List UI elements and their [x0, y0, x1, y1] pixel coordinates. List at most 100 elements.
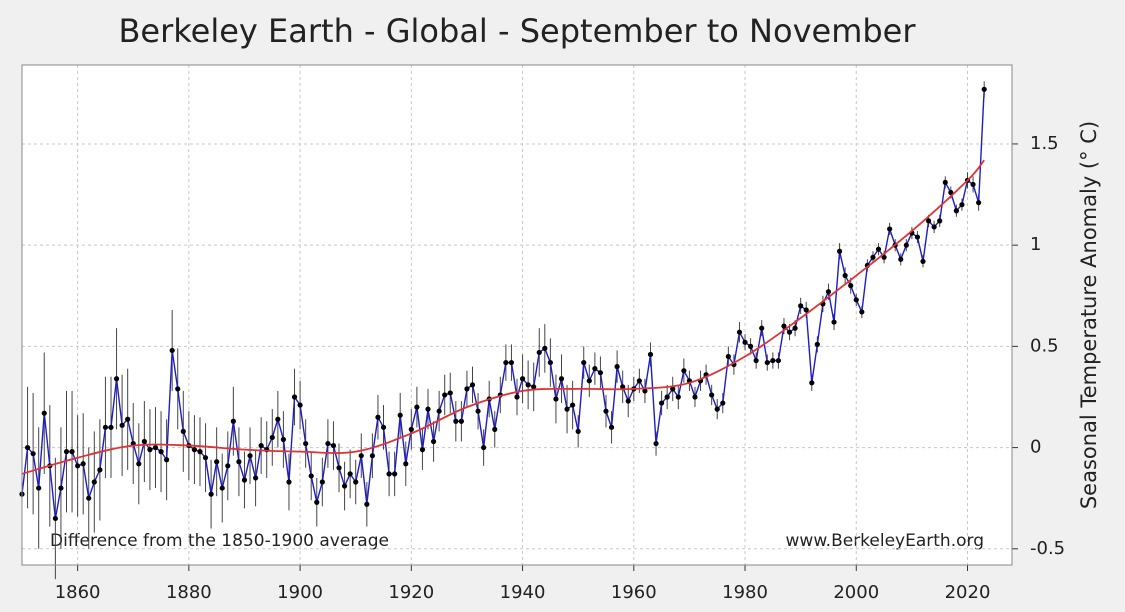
data-point: [531, 384, 537, 390]
data-point: [809, 380, 815, 386]
data-point: [453, 418, 459, 424]
data-point: [542, 345, 548, 352]
y-axis-label: Seasonal Temperature Anomaly (° C): [1077, 121, 1101, 509]
data-point: [786, 329, 793, 335]
x-tick-label: 2000: [833, 582, 879, 603]
data-point: [91, 479, 97, 485]
data-point: [859, 309, 865, 315]
data-point: [508, 359, 515, 366]
data-point: [353, 479, 359, 485]
data-point: [119, 422, 125, 428]
data-point: [825, 289, 832, 295]
data-point: [325, 440, 331, 447]
data-point: [870, 254, 876, 260]
x-tick-label: 2020: [945, 582, 991, 603]
data-point: [419, 447, 426, 453]
data-point: [169, 347, 175, 354]
data-point: [875, 246, 882, 252]
data-point: [792, 325, 798, 331]
data-point: [164, 457, 170, 463]
data-point: [925, 218, 932, 224]
data-point: [69, 449, 75, 455]
y-tick-label: 0.5: [1030, 335, 1059, 356]
data-point: [714, 406, 720, 412]
data-point: [341, 483, 348, 489]
annotation: www.BerkeleyEarth.org: [786, 531, 984, 551]
data-point: [286, 479, 292, 485]
data-point: [52, 515, 58, 522]
data-point: [108, 424, 114, 430]
data-point: [775, 357, 782, 364]
data-point: [653, 440, 659, 447]
data-point: [620, 384, 626, 390]
data-point: [720, 400, 726, 406]
data-point: [180, 428, 186, 434]
plot-frame: [21, 64, 1013, 566]
data-point: [558, 376, 565, 382]
data-point: [781, 323, 787, 329]
data-point: [842, 272, 848, 279]
data-point: [241, 477, 248, 483]
annotation: Difference from the 1850-1900 average: [50, 531, 389, 551]
x-tick-label: 1940: [500, 582, 546, 603]
data-point: [681, 368, 687, 374]
data-point: [303, 440, 309, 447]
data-point: [252, 475, 259, 481]
trend-line: [21, 159, 985, 475]
data-point: [747, 343, 754, 349]
data-point: [959, 202, 965, 208]
data-point: [536, 349, 542, 356]
data-point: [102, 424, 109, 430]
data-point: [597, 370, 604, 376]
data-point: [647, 351, 654, 358]
data-point: [136, 461, 142, 467]
data-point: [152, 444, 159, 451]
data-point: [770, 357, 776, 364]
data-point: [219, 485, 225, 491]
data-point: [125, 416, 131, 422]
data-point: [358, 453, 364, 459]
data-point: [581, 359, 587, 366]
data-point: [36, 485, 42, 491]
data-point: [208, 491, 214, 497]
x-tick-label: 1980: [722, 582, 768, 603]
data-point: [970, 181, 976, 188]
data-point: [447, 390, 453, 396]
data-point: [297, 402, 303, 408]
data-point: [425, 406, 431, 412]
data-point: [903, 242, 909, 248]
data-point: [492, 426, 498, 432]
data-point: [514, 394, 520, 400]
x-tick-label: 1920: [388, 582, 434, 603]
data-point: [113, 376, 120, 382]
data-point: [948, 189, 954, 196]
data-point: [314, 499, 320, 505]
data-point: [636, 378, 642, 384]
data-point: [403, 461, 409, 467]
data-point: [753, 357, 759, 364]
data-point: [547, 359, 553, 366]
data-point: [469, 382, 476, 388]
data-point: [564, 406, 570, 412]
data-point: [503, 359, 509, 366]
data-point: [464, 386, 470, 392]
data-point: [392, 471, 398, 477]
data-point: [814, 341, 820, 347]
data-point: [86, 495, 92, 501]
data-point: [603, 408, 609, 414]
data-point: [386, 471, 392, 477]
data-point: [675, 394, 681, 400]
data-point: [414, 404, 420, 410]
data-point: [670, 386, 676, 392]
data-point: [798, 303, 804, 309]
data-point: [80, 461, 86, 467]
data-point: [725, 353, 731, 360]
x-tick-label: 1960: [611, 582, 657, 603]
data-point: [436, 408, 442, 414]
data-point: [625, 398, 631, 404]
data-point: [942, 179, 948, 186]
data-point: [831, 319, 837, 325]
data-point: [592, 366, 598, 372]
data-point: [519, 376, 526, 382]
